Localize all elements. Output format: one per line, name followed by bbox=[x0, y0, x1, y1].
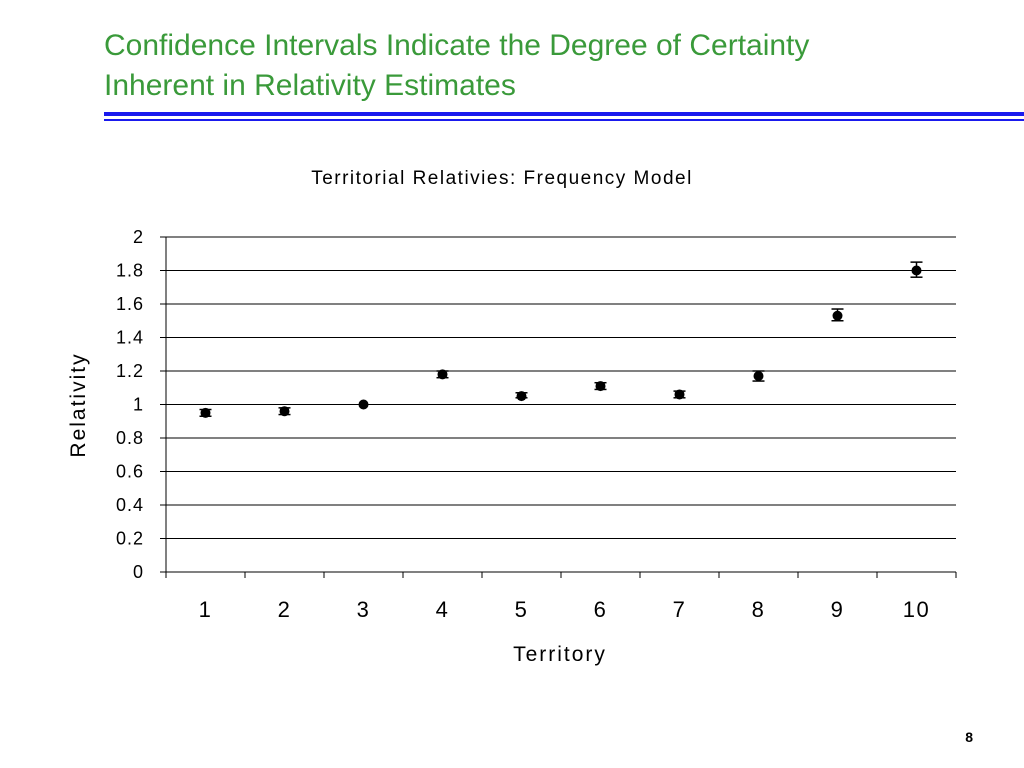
data-point bbox=[358, 399, 369, 410]
x-tick-label: 2 bbox=[278, 597, 292, 622]
data-point-group bbox=[278, 406, 291, 417]
y-tick-label: 2 bbox=[133, 227, 144, 247]
data-point bbox=[200, 407, 211, 418]
title-rule-thin bbox=[104, 119, 1024, 121]
x-tick-label: 3 bbox=[357, 597, 371, 622]
y-tick-labels: 0 0.2 0.4 0.6 0.8 1 1.2 1.4 1.6 1.8 2 bbox=[116, 227, 144, 582]
page-number: 8 bbox=[965, 729, 973, 745]
y-tick-label: 1.6 bbox=[116, 294, 144, 314]
x-tick-label: 5 bbox=[515, 597, 529, 622]
y-tick-label: 0.2 bbox=[116, 529, 144, 549]
data-point bbox=[516, 391, 527, 402]
data-point-group bbox=[436, 369, 449, 380]
x-tick-label: 6 bbox=[594, 597, 608, 622]
x-axis-label: Territory bbox=[513, 643, 607, 666]
data-point-group bbox=[594, 381, 607, 392]
data-point-group bbox=[910, 261, 923, 278]
x-tick-label: 9 bbox=[831, 597, 845, 622]
y-tick-label: 1.2 bbox=[116, 361, 144, 381]
data-point bbox=[674, 389, 685, 400]
x-tick-labels: 1 2 3 4 5 6 7 8 9 10 bbox=[199, 597, 930, 622]
y-tick-label: 0.8 bbox=[116, 428, 144, 448]
data-point bbox=[753, 371, 764, 382]
data-point-group bbox=[673, 389, 686, 400]
y-tick-label: 1 bbox=[133, 395, 144, 415]
x-tick-label: 4 bbox=[436, 597, 450, 622]
title-rule-thick bbox=[104, 112, 1024, 116]
data-point-group bbox=[515, 391, 528, 402]
data-point-group bbox=[752, 370, 765, 382]
data-point bbox=[437, 369, 448, 380]
y-tick-label: 1.8 bbox=[116, 261, 144, 281]
y-tick-label: 0 bbox=[133, 562, 144, 582]
y-axis-label: Relativity bbox=[67, 352, 90, 457]
slide-title-line-1: Confidence Intervals Indicate the Degree… bbox=[104, 29, 810, 62]
data-point bbox=[279, 406, 290, 417]
x-tick-label: 7 bbox=[673, 597, 687, 622]
y-tick-label: 0.6 bbox=[116, 462, 144, 482]
x-tick-label: 10 bbox=[903, 597, 930, 622]
y-tick-label: 0.4 bbox=[116, 495, 144, 515]
y-tick-label: 1.4 bbox=[116, 328, 144, 348]
data-point-group bbox=[358, 399, 369, 410]
data-point bbox=[595, 381, 606, 392]
gridlines bbox=[166, 236, 956, 539]
chart-title: Territorial Relativies: Frequency Model bbox=[311, 168, 693, 189]
x-tick-label: 8 bbox=[752, 597, 766, 622]
data-points bbox=[199, 261, 923, 418]
data-point bbox=[832, 310, 843, 321]
data-point-group bbox=[199, 407, 212, 418]
slide-title: Confidence Intervals Indicate the Degree… bbox=[104, 26, 984, 106]
data-point bbox=[911, 265, 922, 276]
data-point-group bbox=[831, 308, 844, 322]
slide-title-line-2: Inherent in Relativity Estimates bbox=[104, 69, 516, 102]
x-tick-label: 1 bbox=[199, 597, 213, 622]
axes bbox=[160, 236, 957, 578]
